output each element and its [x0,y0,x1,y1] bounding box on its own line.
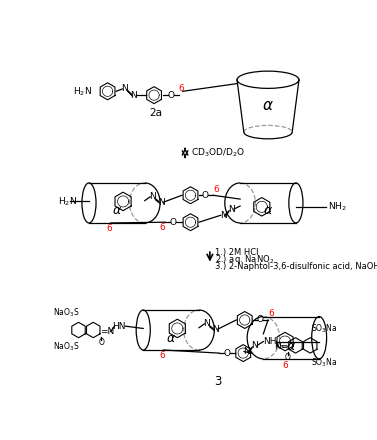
Text: 1.) 2M HCl: 1.) 2M HCl [215,248,258,257]
Text: SO$_3$Na: SO$_3$Na [311,356,338,369]
Text: 6: 6 [178,84,184,93]
Text: 6: 6 [159,351,165,360]
Text: 6: 6 [268,309,274,318]
Text: H$_2$N: H$_2$N [58,195,77,208]
Text: O: O [202,191,209,200]
Text: O: O [257,315,264,324]
Text: CD$_3$OD/D$_2$O: CD$_3$OD/D$_2$O [191,147,246,159]
Text: 2.) aq. NaNO$_2$: 2.) aq. NaNO$_2$ [215,253,274,266]
Text: 6: 6 [213,185,219,194]
Text: α: α [287,340,295,353]
Text: α: α [263,99,273,114]
Text: N: N [220,211,227,220]
Text: 3.) 2-Naphtol-3,6-disulfonic acid, NaOH: 3.) 2-Naphtol-3,6-disulfonic acid, NaOH [215,262,377,271]
Text: N: N [130,91,137,99]
Text: N: N [158,198,164,207]
Text: NaO$_3$S: NaO$_3$S [53,341,80,353]
Text: N: N [121,84,128,93]
Text: N: N [149,192,156,201]
Text: 2a: 2a [149,108,162,118]
Text: NH$_2$: NH$_2$ [328,201,346,213]
Text: N: N [251,341,258,350]
Text: 3: 3 [214,375,221,388]
Text: H$_2$N: H$_2$N [73,85,92,98]
Text: α: α [167,331,175,345]
Text: α: α [113,205,121,217]
Text: NH: NH [264,337,277,346]
Text: N: N [212,325,219,334]
Text: O: O [169,218,176,227]
Text: 6: 6 [282,361,288,370]
Text: HN: HN [112,322,126,330]
Text: N: N [243,347,250,356]
Text: 6: 6 [159,223,165,232]
Text: NaO$_3$S: NaO$_3$S [53,307,80,319]
Text: N: N [204,319,210,328]
Text: O: O [168,91,175,99]
Text: N: N [228,205,235,213]
Text: O: O [98,338,104,347]
Text: 6: 6 [106,224,112,233]
Text: α: α [264,205,272,217]
Text: SO$_3$Na: SO$_3$Na [311,322,338,335]
Text: N=: N= [274,342,288,352]
Text: =N: =N [100,327,114,336]
Text: O: O [284,353,290,362]
Text: O: O [224,348,230,358]
